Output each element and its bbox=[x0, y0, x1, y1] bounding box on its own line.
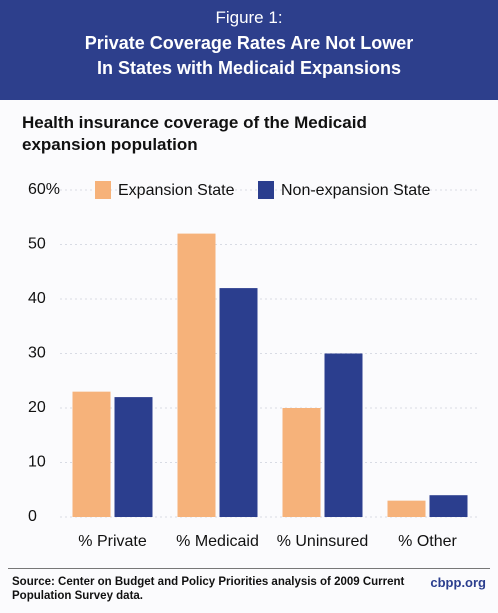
figure-label: Figure 1: bbox=[215, 8, 283, 27]
header: Figure 1: Private Coverage Rates Are Not… bbox=[0, 0, 498, 100]
bar bbox=[387, 500, 426, 517]
site: cbpp.org bbox=[430, 575, 486, 590]
bar bbox=[72, 391, 111, 517]
y-tick-label: 30 bbox=[28, 345, 46, 362]
chart-subtitle: Health insurance coverage of the Medicai… bbox=[22, 113, 367, 154]
y-tick-label: 0 bbox=[28, 508, 37, 525]
bar bbox=[429, 495, 468, 517]
y-tick-label: 40 bbox=[28, 290, 46, 307]
y-tick-label: 50 bbox=[28, 236, 46, 253]
y-tick-label: 20 bbox=[28, 399, 46, 416]
bar bbox=[282, 408, 321, 517]
x-tick-label: % Medicaid bbox=[176, 533, 259, 550]
source: Source: Center on Budget and Policy Prio… bbox=[12, 576, 405, 602]
x-tick-label: % Private bbox=[78, 533, 147, 550]
legend-label: Expansion State bbox=[118, 182, 235, 199]
chart-title: Private Coverage Rates Are Not Lower In … bbox=[84, 33, 414, 78]
bar bbox=[114, 397, 153, 517]
bar bbox=[177, 233, 216, 517]
x-tick-label: % Other bbox=[398, 533, 457, 550]
legend-label: Non-expansion State bbox=[281, 182, 431, 199]
legend-swatch bbox=[258, 181, 274, 199]
x-tick-label: % Uninsured bbox=[277, 533, 369, 550]
y-tick-label: 10 bbox=[28, 454, 46, 471]
bar bbox=[219, 288, 258, 517]
legend-swatch bbox=[95, 181, 111, 199]
y-tick-label: 60% bbox=[28, 181, 60, 198]
divider bbox=[8, 568, 490, 569]
bar bbox=[324, 353, 363, 517]
